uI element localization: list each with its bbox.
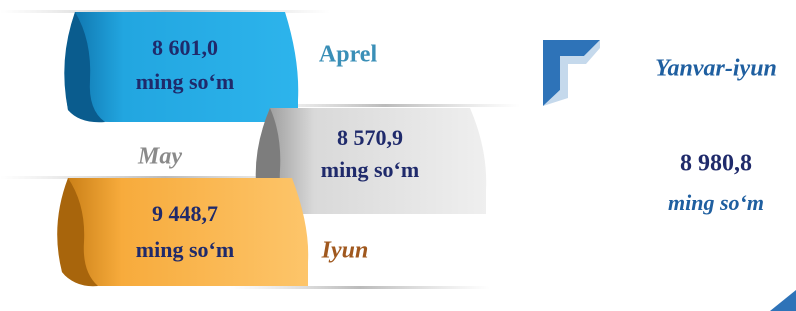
unit: ming so‘m (136, 237, 234, 262)
month: Aprel (319, 42, 378, 68)
corner-icon (543, 40, 600, 106)
summary-period: Yanvar-iyun (655, 56, 777, 82)
value: 8 601,0 (152, 35, 218, 60)
summary-unit: ming so‘m (668, 190, 764, 215)
unit: ming so‘m (321, 157, 419, 182)
value: 9 448,7 (152, 201, 218, 226)
unit: ming so‘m (136, 69, 234, 94)
infographic: 8 601,0 ming so‘m Aprel 8 570,9 ming so‘… (0, 0, 796, 311)
summary-value: 8 980,8 (680, 151, 752, 177)
month: May (137, 144, 182, 170)
value: 8 570,9 (337, 125, 403, 150)
ribbon-aprel (64, 12, 298, 122)
ribbon-iyun (57, 178, 308, 286)
month: Iyun (321, 238, 369, 264)
corner-icon (770, 290, 796, 311)
